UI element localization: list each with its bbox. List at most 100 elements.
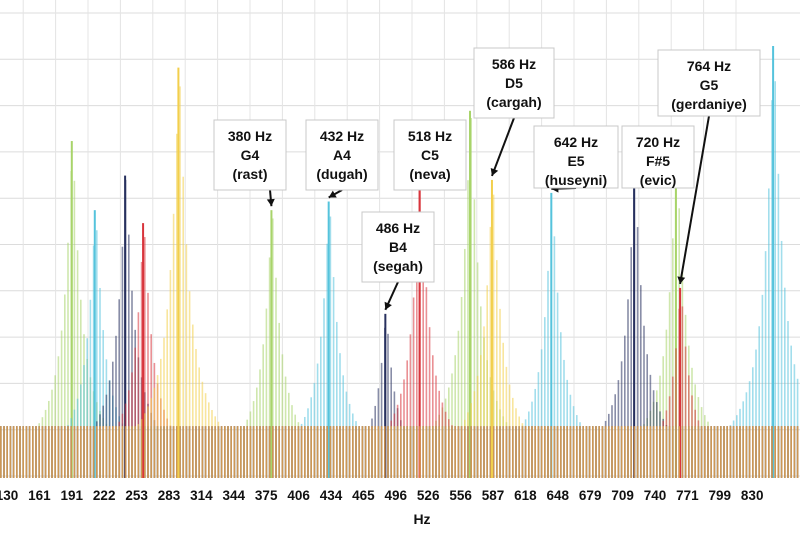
spectrum-bar <box>793 364 796 478</box>
spectrum-bar <box>131 372 133 478</box>
x-tick-label: 771 <box>676 488 699 503</box>
spectrum-bar <box>406 426 408 478</box>
peak-spike <box>679 287 682 478</box>
spectrum-bar <box>771 100 773 478</box>
spectrum-bar <box>160 358 162 478</box>
spectrum-bar <box>86 426 88 478</box>
spectrum-bar <box>377 426 380 478</box>
spectrum-bar <box>732 426 735 478</box>
annotation-box <box>473 47 555 119</box>
annotation-name: (gerdaniye) <box>671 96 746 112</box>
spectrum-bar <box>688 426 690 478</box>
spectrum-bar <box>659 426 661 478</box>
annotation-frequency: 432 Hz <box>320 128 364 144</box>
spectrum-bar <box>681 306 684 478</box>
spectrum-bar <box>19 426 21 478</box>
x-tick-label: 191 <box>61 488 84 503</box>
x-tick-label: 830 <box>741 488 764 503</box>
spectrum-bar <box>272 426 274 478</box>
spectrum-bar <box>646 354 648 478</box>
spectrum-bar <box>604 426 607 478</box>
spectrum-bar <box>89 299 92 478</box>
spectrum-bar <box>243 426 245 478</box>
spectrum-bar <box>640 426 642 478</box>
spectrum-bar <box>67 426 69 478</box>
spectrum-bar <box>80 426 82 478</box>
spectrum-bar <box>540 426 543 478</box>
spectrum-bar <box>764 426 767 478</box>
spectrum-bar <box>512 397 514 478</box>
spectrum-bar <box>470 117 472 479</box>
spectrum-bar <box>796 426 799 478</box>
spectrum-bar <box>121 246 124 478</box>
spectrum-bar <box>435 426 437 478</box>
spectrum-bar <box>336 321 338 478</box>
spectrum-bar <box>220 426 223 478</box>
spectrum-bar <box>105 426 108 478</box>
spectrum-bar <box>198 367 200 478</box>
spectrum-bar <box>454 426 456 478</box>
spectrum-bar <box>464 248 466 478</box>
spectrum-bar <box>499 308 501 478</box>
spectrum-bar <box>524 426 527 478</box>
spectrum-bar <box>787 321 789 478</box>
spectrum-bar <box>153 387 156 478</box>
spectrum-bar <box>681 426 684 478</box>
spectrum-bar <box>9 426 12 478</box>
spectrum-bar <box>627 299 629 478</box>
spectrum-bar <box>691 426 693 478</box>
annotation-frequency: 720 Hz <box>636 134 680 150</box>
spectrum-bar <box>528 426 530 478</box>
spectrum-bar <box>201 381 204 478</box>
annotation-box <box>361 211 435 283</box>
spectrum-bar <box>556 426 559 478</box>
spectrum-bar <box>630 426 632 478</box>
x-axis-title: Hz <box>413 511 430 527</box>
peak-spike <box>674 154 677 478</box>
spectrum-bar <box>300 426 303 478</box>
spectrum-bar <box>537 426 540 478</box>
annotation-note: A4 <box>333 147 351 163</box>
spectrum-bar <box>192 324 194 478</box>
x-tick-label: 618 <box>514 488 537 503</box>
spectrum-bar <box>560 426 562 478</box>
spectrum-bar <box>140 419 143 478</box>
spectrum-bar <box>662 356 664 478</box>
spectrum-bar <box>124 426 127 478</box>
spectrum-bar <box>723 426 725 478</box>
spectrum-bar <box>217 421 220 478</box>
spectrum-bar <box>246 426 248 478</box>
spectrum-bar <box>780 240 783 478</box>
spectrum-bar <box>764 251 767 478</box>
spectrum-bar <box>726 426 728 478</box>
spectrum-bar <box>534 426 536 478</box>
spectrum-bar <box>134 347 136 478</box>
spectrum-bar <box>262 344 264 478</box>
spectrum-bar <box>380 426 383 478</box>
spectrum-bar <box>96 230 98 478</box>
spectrum-bar <box>156 375 159 478</box>
spectrum-bar <box>544 317 546 478</box>
spectrum-bar <box>563 426 565 478</box>
spectrum-bar <box>64 294 66 478</box>
spectrum-bar <box>268 257 271 478</box>
spectrum-bar <box>342 426 344 478</box>
spectrum-bar <box>214 416 216 478</box>
spectrum-bar <box>281 354 284 478</box>
spectrum-bar <box>76 426 79 478</box>
spectrum-bar <box>720 426 722 478</box>
annotation-note: G5 <box>700 77 719 93</box>
spectrum-bar <box>611 426 613 478</box>
peak-annotation: 642 Hz E5 (huseyni) <box>533 125 619 193</box>
spectrum-bar <box>326 243 328 478</box>
spectrum-bar <box>457 330 460 478</box>
spectrum-bar <box>204 393 207 478</box>
arrow-head <box>490 167 499 176</box>
spectrum-bar <box>195 348 197 478</box>
annotation-note: F#5 <box>646 153 670 169</box>
spectrum-bar <box>710 426 712 478</box>
spectrum-bar <box>316 363 319 478</box>
spectrum-bar <box>60 330 63 478</box>
spectrum-bar <box>518 416 520 478</box>
